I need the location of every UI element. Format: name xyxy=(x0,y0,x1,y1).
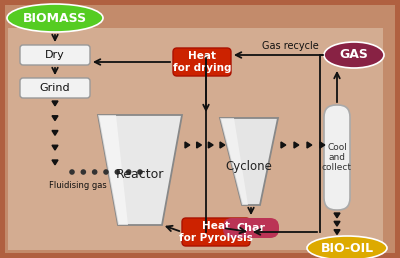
Polygon shape xyxy=(220,118,278,205)
Ellipse shape xyxy=(7,4,103,32)
Polygon shape xyxy=(334,221,340,226)
Polygon shape xyxy=(320,142,325,148)
Polygon shape xyxy=(220,142,225,148)
Text: Dry: Dry xyxy=(45,50,65,60)
Text: GAS: GAS xyxy=(340,49,368,61)
Ellipse shape xyxy=(307,236,387,258)
Polygon shape xyxy=(334,230,340,235)
FancyBboxPatch shape xyxy=(223,218,279,238)
Polygon shape xyxy=(307,142,312,148)
Circle shape xyxy=(103,169,109,175)
Text: Heat
for drying: Heat for drying xyxy=(173,51,231,73)
Text: Heat
for Pyrolysis: Heat for Pyrolysis xyxy=(179,221,253,243)
Text: Fluidising gas: Fluidising gas xyxy=(49,181,107,189)
Polygon shape xyxy=(334,238,340,243)
Polygon shape xyxy=(52,101,58,106)
Circle shape xyxy=(92,169,98,175)
Polygon shape xyxy=(52,131,58,135)
FancyBboxPatch shape xyxy=(20,45,90,65)
Polygon shape xyxy=(98,115,128,225)
Ellipse shape xyxy=(324,42,384,68)
Polygon shape xyxy=(294,142,299,148)
Text: Gas recycle: Gas recycle xyxy=(262,41,318,51)
Polygon shape xyxy=(197,142,202,148)
Polygon shape xyxy=(334,213,340,218)
Circle shape xyxy=(114,169,120,175)
Polygon shape xyxy=(98,115,182,225)
Text: Cyclone: Cyclone xyxy=(226,160,272,173)
FancyBboxPatch shape xyxy=(324,105,350,210)
Circle shape xyxy=(69,169,75,175)
Polygon shape xyxy=(52,116,58,120)
Text: Char: Char xyxy=(236,223,266,233)
Polygon shape xyxy=(185,142,190,148)
Polygon shape xyxy=(52,160,58,165)
Text: BIO-OIL: BIO-OIL xyxy=(320,241,374,254)
Text: BIOMASS: BIOMASS xyxy=(23,12,87,25)
Text: Cool
and
collect: Cool and collect xyxy=(322,143,352,172)
Circle shape xyxy=(80,169,86,175)
FancyBboxPatch shape xyxy=(182,218,250,246)
FancyBboxPatch shape xyxy=(173,48,231,76)
Text: Reactor: Reactor xyxy=(116,168,164,181)
Polygon shape xyxy=(52,145,58,150)
Bar xyxy=(8,28,383,250)
Circle shape xyxy=(137,169,143,175)
Polygon shape xyxy=(220,118,248,205)
FancyBboxPatch shape xyxy=(20,78,90,98)
Polygon shape xyxy=(208,142,213,148)
Text: Grind: Grind xyxy=(40,83,70,93)
Polygon shape xyxy=(281,142,286,148)
Circle shape xyxy=(126,169,132,175)
